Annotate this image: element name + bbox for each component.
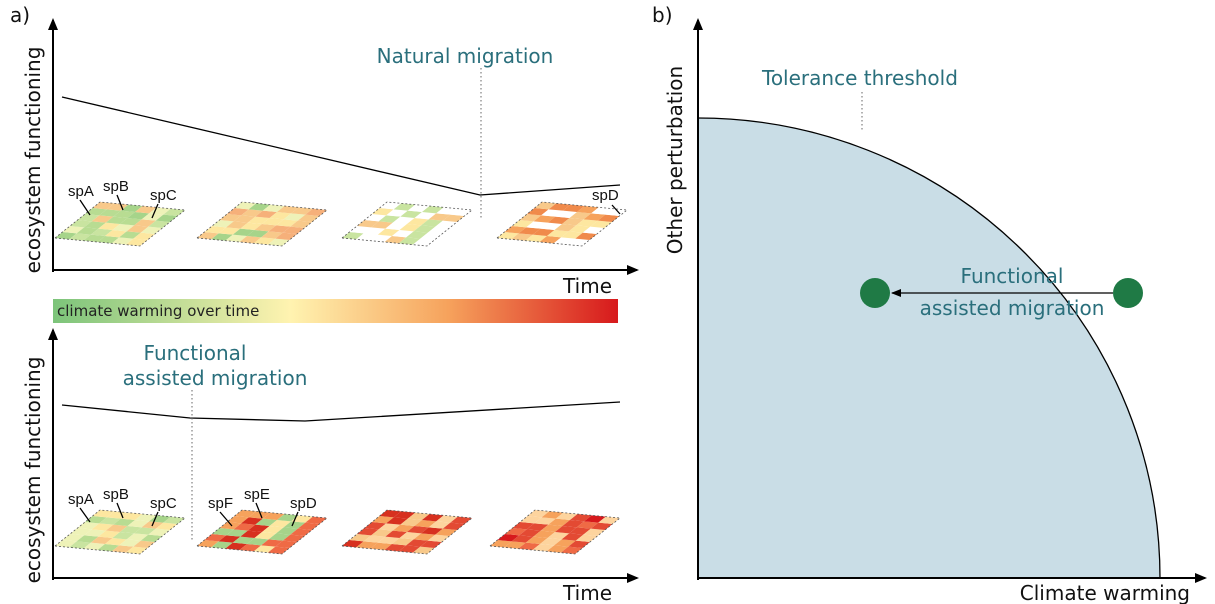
gradient-label: climate warming over time: [57, 302, 259, 320]
y-axis-label: ecosystem functioning: [21, 47, 45, 274]
species-point: [860, 278, 890, 308]
function-line: [62, 402, 620, 421]
species-label: spB: [103, 178, 129, 195]
species-label: spA: [68, 183, 94, 200]
x-axis-label: Time: [562, 274, 612, 298]
x-axis-label: Climate warming: [1020, 581, 1190, 604]
species-point: [1113, 278, 1143, 308]
figure: a) ecosystem functioning Time Natural mi…: [0, 0, 1215, 604]
species-label: spB: [103, 486, 129, 503]
y-axis-label: ecosystem functioning: [21, 357, 45, 584]
species-label: spD: [290, 495, 317, 512]
y-axis-label: Other perturbation: [663, 66, 687, 254]
species-label: spC: [150, 495, 177, 512]
tolerance-area: [698, 118, 1160, 578]
arrow-label: assisted migration: [920, 296, 1105, 320]
panel-label: b): [652, 3, 673, 27]
species-label: spC: [150, 187, 177, 204]
threshold-label: Tolerance threshold: [761, 66, 958, 90]
annotation: Natural migration: [377, 44, 554, 68]
arrow-label: Functional: [961, 264, 1064, 288]
panel-label: a): [10, 3, 30, 27]
species-label: spE: [244, 486, 270, 503]
annotation: assisted migration: [123, 366, 308, 390]
species-label: spD: [592, 187, 619, 204]
species-label: spF: [208, 495, 233, 512]
species-label: spA: [68, 491, 94, 508]
annotation: Functional: [144, 341, 247, 365]
function-line: [62, 97, 620, 195]
x-axis-label: Time: [562, 581, 612, 604]
